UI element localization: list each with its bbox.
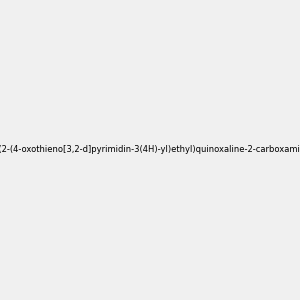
Text: N-(2-(4-oxothieno[3,2-d]pyrimidin-3(4H)-yl)ethyl)quinoxaline-2-carboxamide: N-(2-(4-oxothieno[3,2-d]pyrimidin-3(4H)-… [0,146,300,154]
